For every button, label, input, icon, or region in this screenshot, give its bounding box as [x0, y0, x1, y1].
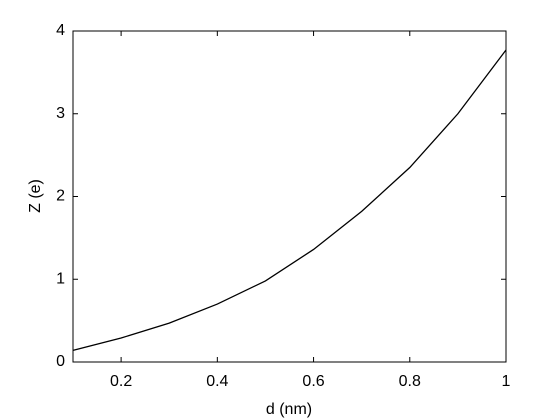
- y-tick-label: 1: [56, 270, 65, 287]
- y-tick-label: 2: [56, 188, 65, 205]
- y-tick-label: 4: [56, 22, 65, 39]
- x-tick-label: 0.8: [399, 373, 421, 390]
- x-tick-label: 0.2: [110, 373, 132, 390]
- y-tick-label: 3: [56, 105, 65, 122]
- x-tick-label: 0.6: [302, 373, 324, 390]
- line: [72, 49, 507, 352]
- x-tick-label: 1: [502, 373, 511, 390]
- x-axis-label: d (nm): [266, 401, 312, 418]
- y-axis-label: Z (e): [27, 179, 44, 213]
- y-tick-label: 0: [56, 353, 65, 370]
- x-tick-label: 0.4: [206, 373, 228, 390]
